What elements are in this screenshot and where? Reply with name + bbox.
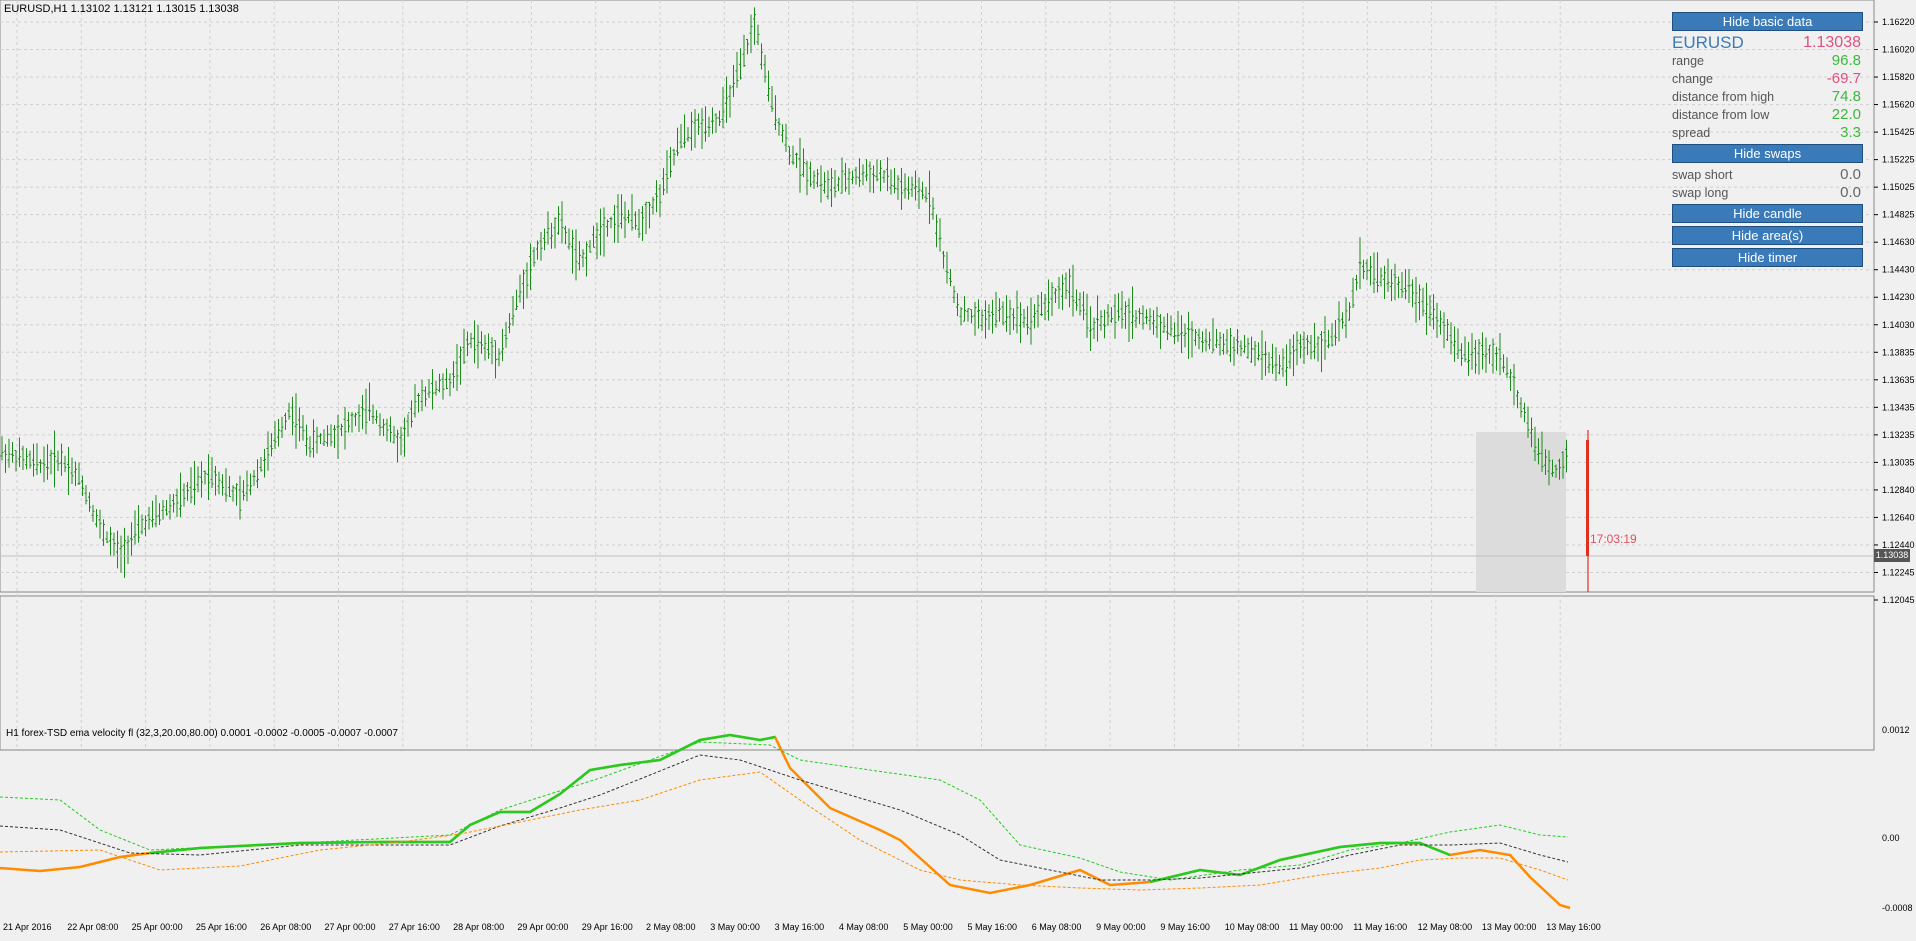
time-axis-label: 25 Apr 00:00 [132, 922, 183, 932]
time-axis-label: 3 May 16:00 [775, 922, 825, 932]
price-axis-label: 1.14630 [1882, 237, 1915, 247]
swap-long-value: 0.0 [1840, 184, 1861, 201]
chart-title: EURUSD,H1 1.13102 1.13121 1.13015 1.1303… [4, 3, 239, 15]
time-axis-label: 13 May 16:00 [1546, 922, 1601, 932]
indicator-fast-line-green-2 [1149, 841, 1451, 884]
indicator-title: H1 forex-TSD ema velocity fl (32,3,20.00… [6, 728, 398, 739]
price-axis-label: 1.12640 [1882, 512, 1915, 522]
time-axis-label: 4 May 08:00 [839, 922, 889, 932]
current-price-tag: 1.13038 [1874, 549, 1910, 562]
price-axis-label: 1.15025 [1882, 182, 1915, 192]
indicator-slow-line-orange [0, 771, 1569, 891]
distance-high-row: distance from high 74.8 [1672, 88, 1865, 106]
price-axis-label: 1.12840 [1882, 485, 1915, 495]
time-axis-label: 27 Apr 16:00 [389, 922, 440, 932]
swap-long-label: swap long [1672, 186, 1729, 200]
indicator-axis-label: -0.0008 [1882, 903, 1913, 913]
price-axis-label: 1.13235 [1882, 430, 1915, 440]
price-axis-label: 1.14230 [1882, 292, 1915, 302]
symbol-label: EURUSD [1672, 33, 1744, 52]
hide-areas-button[interactable]: Hide area(s) [1672, 226, 1863, 245]
time-axis-label: 9 May 00:00 [1096, 922, 1146, 932]
price-axis-label: 1.15425 [1882, 127, 1915, 137]
symbol-row: EURUSD 1.13038 [1672, 34, 1865, 52]
indicator-axis-label: 0.0012 [1882, 725, 1910, 735]
info-panel: Hide basic data EURUSD 1.13038 range 96.… [1672, 12, 1865, 270]
distance-low-row: distance from low 22.0 [1672, 106, 1865, 124]
price-axis-label: 1.16220 [1882, 17, 1915, 27]
change-value: -69.7 [1826, 70, 1861, 87]
time-axis-label: 26 Apr 08:00 [260, 922, 311, 932]
hide-basic-data-button[interactable]: Hide basic data [1672, 12, 1863, 31]
symbol-price: 1.13038 [1803, 34, 1861, 51]
forming-candle-body [1586, 440, 1589, 556]
time-axis-label: 21 Apr 2016 [3, 922, 52, 932]
price-axis-label: 1.15820 [1882, 72, 1915, 82]
price-axis-label: 1.13835 [1882, 347, 1915, 357]
time-axis-label: 29 Apr 00:00 [517, 922, 568, 932]
spread-label: spread [1672, 126, 1711, 140]
time-axis-label: 3 May 00:00 [710, 922, 760, 932]
price-axis-label: 1.13435 [1882, 402, 1915, 412]
highlight-area [1476, 432, 1566, 592]
distance-low-value: 22.0 [1831, 106, 1861, 123]
hide-swaps-button[interactable]: Hide swaps [1672, 144, 1863, 163]
distance-low-label: distance from low [1672, 108, 1770, 122]
time-axis-label: 11 May 16:00 [1353, 922, 1407, 932]
change-label: change [1672, 72, 1714, 86]
indicator-fast-line-green-0 [149, 840, 381, 855]
distance-high-value: 74.8 [1831, 88, 1861, 105]
time-axis-label: 10 May 08:00 [1225, 922, 1280, 932]
indicator-plot-frame [0, 595, 1875, 751]
time-axis-label: 12 May 08:00 [1418, 922, 1473, 932]
price-axis-label: 1.12440 [1882, 540, 1915, 550]
indicator-axis-label: 0.00 [1882, 833, 1900, 843]
swap-short-value: 0.0 [1840, 166, 1861, 183]
price-axis-label: 1.14825 [1882, 210, 1915, 220]
swap-short-label: swap short [1672, 168, 1733, 182]
time-axis-label: 29 Apr 16:00 [582, 922, 633, 932]
indicator-fast-line-orange [0, 733, 1571, 910]
time-axis-label: 22 Apr 08:00 [67, 922, 118, 932]
price-axis-label: 1.16020 [1882, 45, 1915, 55]
swap-long-row: swap long 0.0 [1672, 184, 1865, 202]
time-axis-label: 28 Apr 08:00 [453, 922, 504, 932]
price-axis-label: 1.13035 [1882, 457, 1915, 467]
indicator-slow-line-green [0, 741, 1569, 881]
price-axis-label: 1.12045 [1882, 595, 1915, 605]
price-axis-label: 1.15620 [1882, 100, 1915, 110]
time-axis-label: 9 May 16:00 [1160, 922, 1210, 932]
price-axis-label: 1.15225 [1882, 155, 1915, 165]
change-row: change -69.7 [1672, 70, 1865, 88]
price-axis-label: 1.13635 [1882, 375, 1915, 385]
time-axis-label: 5 May 16:00 [968, 922, 1018, 932]
time-axis-label: 5 May 00:00 [903, 922, 953, 932]
distance-high-label: distance from high [1672, 90, 1775, 104]
range-row: range 96.8 [1672, 52, 1865, 70]
main-plot-frame [0, 0, 1875, 593]
time-axis-label: 6 May 08:00 [1032, 922, 1082, 932]
price-axis-label: 1.14430 [1882, 265, 1915, 275]
range-value: 96.8 [1831, 52, 1861, 69]
range-label: range [1672, 54, 1704, 68]
time-axis-label: 2 May 08:00 [646, 922, 696, 932]
spread-value: 3.3 [1840, 124, 1861, 141]
swap-short-row: swap short 0.0 [1672, 166, 1865, 184]
time-axis-label: 25 Apr 16:00 [196, 922, 247, 932]
time-axis-label: 13 May 00:00 [1482, 922, 1537, 932]
time-axis-label: 27 Apr 00:00 [325, 922, 376, 932]
candle-timer: 17:03:19 [1590, 532, 1637, 546]
indicator-mid-line-black [0, 754, 1569, 881]
indicator-fast-line-green-1 [380, 733, 776, 844]
hide-candle-button[interactable]: Hide candle [1672, 204, 1863, 223]
price-axis-label: 1.14030 [1882, 320, 1915, 330]
time-axis-label: 11 May 00:00 [1289, 922, 1343, 932]
hide-timer-button[interactable]: Hide timer [1672, 248, 1863, 267]
spread-row: spread 3.3 [1672, 124, 1865, 142]
price-axis-label: 1.12245 [1882, 567, 1915, 577]
